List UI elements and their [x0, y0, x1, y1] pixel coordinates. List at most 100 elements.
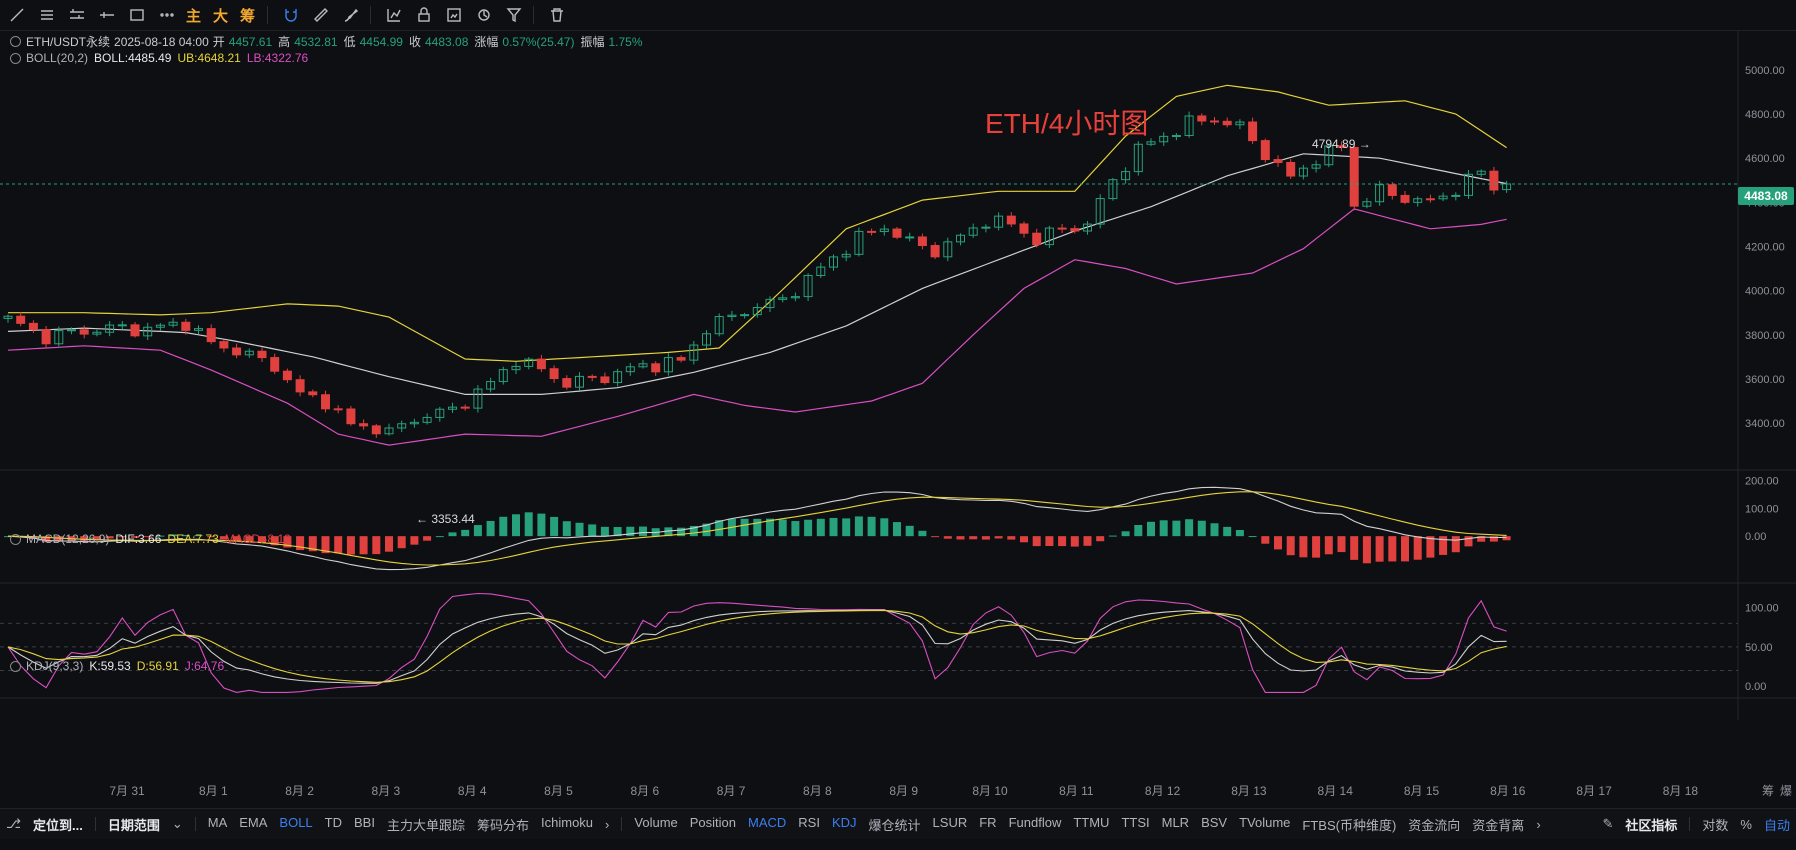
macd-histogram-bar	[1134, 524, 1143, 537]
indicator-sub-3[interactable]: RSI	[798, 814, 820, 830]
macd-histogram-bar	[829, 517, 838, 537]
chevron-right-icon[interactable]: ›	[605, 816, 610, 832]
crosshair-line-icon[interactable]	[94, 2, 120, 28]
indicator-sub-0[interactable]: Volume	[634, 814, 678, 830]
locate-icon[interactable]: ⎇	[6, 816, 21, 831]
line-icon[interactable]	[4, 2, 30, 28]
price-tick-label: 3600.00	[1745, 374, 1785, 386]
lock-icon[interactable]	[411, 2, 437, 28]
bell-icon[interactable]	[10, 533, 21, 545]
macd-histogram-bar	[816, 518, 825, 537]
candle-body	[1070, 228, 1080, 232]
candle-body	[384, 427, 394, 435]
low-annotation: ← 3353.44	[416, 512, 475, 526]
indicator-sub-13[interactable]: TVolume	[1239, 814, 1291, 830]
ruler-icon[interactable]	[308, 2, 334, 28]
kdj-k-line	[7, 609, 1507, 684]
percent-scale-toggle[interactable]: %	[1740, 816, 1752, 832]
macd-histogram-bar	[867, 516, 876, 537]
candle-body	[1222, 120, 1232, 126]
candle-body	[816, 266, 826, 276]
indicator-sub-14[interactable]: FTBS(币种维度)	[1302, 817, 1397, 833]
kdj-name[interactable]: KDJ(9,3,3)	[26, 659, 84, 673]
indicator-sub-4[interactable]: KDJ	[831, 814, 857, 830]
toolbar-word-main-button[interactable]: 主	[186, 7, 202, 25]
indicator-sub-2[interactable]: MACD	[748, 814, 787, 830]
bell-icon[interactable]	[10, 660, 21, 672]
macd-histogram-bar	[943, 536, 952, 539]
bell-icon[interactable]	[10, 52, 21, 64]
edit-icon[interactable]: ✎	[1602, 816, 1614, 831]
candle-body	[689, 344, 699, 361]
macd-histogram-bar	[1261, 536, 1270, 544]
legend-datetime: 2025-08-18 04:00	[114, 34, 209, 49]
macd-histogram-bar	[740, 518, 749, 537]
indicator-main-4[interactable]: BBI	[354, 814, 375, 830]
indicator-sub-6[interactable]: LSUR	[932, 814, 968, 830]
macd-histogram-bar	[385, 536, 393, 552]
candle-body	[308, 391, 318, 396]
candle-body	[359, 423, 369, 427]
indicator-sub-5[interactable]: 爆仓统计	[868, 817, 921, 833]
indicator-sub-1[interactable]: Position	[689, 814, 737, 830]
x-tick-label: 8月 2	[285, 784, 314, 798]
macd-name[interactable]: MACD(12,26,9)	[26, 532, 110, 546]
indicator-main-3[interactable]: TD	[324, 814, 343, 830]
macd-histogram-bar	[1007, 536, 1016, 540]
chevron-down-icon[interactable]: ⌄	[171, 816, 183, 831]
locate-button[interactable]: 定位到...	[32, 817, 83, 833]
macd-tick-label: 200.00	[1745, 475, 1779, 487]
filter-icon[interactable]	[501, 2, 527, 28]
auto-scale-toggle[interactable]: 自动	[1763, 817, 1790, 833]
macd-histogram-bar	[1337, 536, 1346, 553]
indicator-sub-15[interactable]: 资金流向	[1408, 817, 1461, 833]
candle-body	[1438, 195, 1448, 200]
indicator-main-5[interactable]: 主力大单跟踪	[386, 817, 465, 833]
log-scale-toggle[interactable]: 对数	[1702, 817, 1729, 833]
toolbar-word-chip-button[interactable]: 筹	[240, 7, 256, 25]
indicator-sub-11[interactable]: MLR	[1161, 814, 1190, 830]
amplitude-value: 1.75%	[608, 34, 643, 49]
candle-body	[1451, 194, 1461, 197]
indicator-sub-8[interactable]: Fundflow	[1008, 814, 1062, 830]
toolbar-word-big-button[interactable]: 大	[213, 7, 229, 25]
price-tick-label: 3800.00	[1745, 330, 1785, 342]
macd-histogram-bar	[42, 536, 51, 543]
indicator-main-2[interactable]: BOLL	[279, 814, 313, 830]
trash-icon[interactable]	[544, 2, 570, 28]
date-range-button[interactable]: 日期范围	[107, 817, 160, 833]
candle-body	[867, 230, 877, 233]
boll-name[interactable]: BOLL(20,2)	[26, 51, 89, 65]
candle-body	[1489, 170, 1499, 191]
boll-mid-value: BOLL:4485.49	[94, 51, 172, 65]
settings-icon[interactable]	[471, 2, 497, 28]
macd-histogram-bar	[1286, 536, 1295, 556]
chevron-right-icon[interactable]: ›	[1536, 816, 1541, 832]
community-indicators-button[interactable]: 社区指标	[1625, 817, 1678, 833]
indicator-sub-7[interactable]: FR	[979, 814, 997, 830]
macd-histogram-bar	[207, 536, 216, 538]
x-tick-label: 8月 1	[199, 784, 228, 798]
eye-icon[interactable]	[10, 36, 21, 47]
screenshot-icon[interactable]	[441, 2, 467, 28]
parallel-channel-icon[interactable]	[64, 2, 90, 28]
indicator-sub-12[interactable]: BSV	[1201, 814, 1228, 830]
indicator-main-6[interactable]: 筹码分布	[477, 817, 530, 833]
indicator-main-0[interactable]: MA	[207, 814, 228, 830]
magnet-icon[interactable]	[278, 2, 304, 28]
brush-icon[interactable]	[338, 2, 364, 28]
compare-icon[interactable]	[381, 2, 407, 28]
horizontal-lines-icon[interactable]	[34, 2, 60, 28]
indicator-sub-9[interactable]: TTMU	[1073, 814, 1110, 830]
indicator-sub-10[interactable]: TTSI	[1121, 814, 1150, 830]
indicator-main-7[interactable]: Ichimoku	[541, 814, 594, 830]
x-tick-label: 8月 18	[1663, 784, 1699, 798]
macd-histogram-bar	[359, 536, 368, 555]
candle-body	[1133, 143, 1143, 173]
indicator-sub-16[interactable]: 资金背离	[1472, 817, 1525, 833]
indicator-main-1[interactable]: EMA	[239, 814, 268, 830]
more-icon[interactable]	[154, 2, 180, 28]
price-chart[interactable]: 3400.003600.003800.004000.004200.004400.…	[0, 30, 1796, 808]
candle-body	[270, 357, 280, 372]
rectangle-icon[interactable]	[124, 2, 150, 28]
